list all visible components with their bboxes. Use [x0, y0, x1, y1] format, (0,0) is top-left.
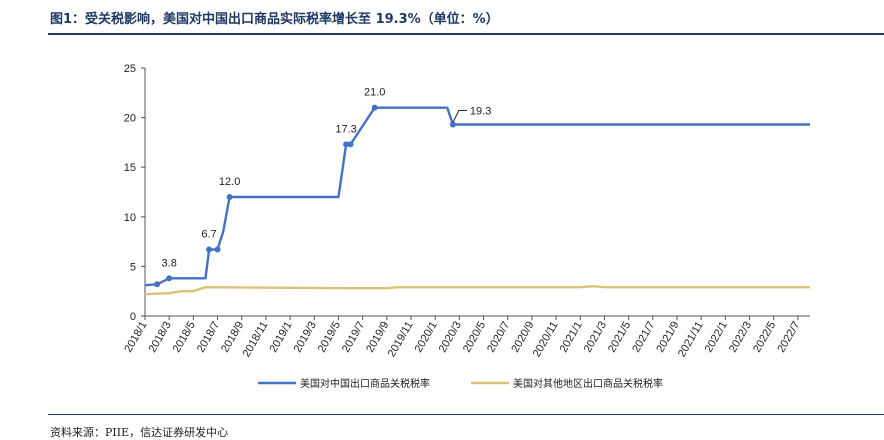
data-point-marker	[154, 281, 161, 288]
data-point-marker	[371, 104, 378, 111]
x-tick-label: 2019/7	[340, 320, 367, 355]
data-point-marker	[343, 141, 350, 148]
x-tick-label: 2021/7	[630, 320, 657, 355]
x-tick-label: 2020/5	[461, 319, 488, 354]
title-rule	[48, 33, 884, 35]
x-tick-label: 2021/1	[558, 320, 585, 355]
source-note: 资料来源：PIIE，信达证券研发中心	[50, 426, 229, 439]
y-tick-label: 15	[124, 162, 136, 174]
x-tick-label: 2018/5	[171, 320, 198, 355]
data-label: 3.8	[162, 257, 177, 269]
data-label: 6.7	[201, 229, 216, 241]
x-tick-label: 2022/5	[751, 320, 778, 355]
data-label: 17.3	[335, 123, 356, 135]
legend-label: 美国对其他地区出口商品关税税率	[513, 377, 663, 390]
x-tick-label: 2021/5	[606, 320, 633, 355]
series-other-line	[144, 285, 810, 296]
data-point-marker	[206, 246, 213, 253]
x-tick-label: 2020/3	[437, 320, 464, 355]
y-tick-label: 25	[124, 63, 136, 75]
legend-label: 美国对中国出口商品关税税率	[300, 377, 430, 390]
x-tick-label: 2022/1	[703, 320, 730, 355]
data-label: 21.0	[364, 87, 385, 99]
data-label: 19.3	[470, 106, 491, 118]
x-tick-label: 2022/7	[775, 320, 802, 355]
y-tick-label: 0	[130, 311, 136, 323]
data-point-marker	[226, 193, 233, 200]
x-tick-label: 2018/7	[195, 320, 222, 355]
y-tick-label: 10	[124, 212, 136, 224]
x-tick-label: 2019/1	[267, 320, 294, 355]
series-china-line	[144, 106, 810, 287]
y-tick-label: 5	[130, 261, 136, 273]
x-tick-label: 2018/1	[122, 320, 149, 355]
x-tick-label: 2020/1	[413, 320, 440, 355]
annotation-leader-line	[452, 110, 467, 123]
x-tick-label: 2022/3	[727, 320, 754, 355]
data-point-marker	[347, 141, 354, 148]
data-label: 12.0	[219, 176, 240, 188]
data-point-marker	[449, 121, 456, 128]
x-tick-label: 2019/3	[292, 320, 319, 355]
x-tick-label: 2020/7	[485, 320, 512, 355]
y-tick-label: 20	[124, 113, 136, 125]
chart-title: 图1：受关税影响，美国对中国出口商品实际税率增长至 19.3%（单位：%）	[50, 12, 499, 27]
data-point-marker	[166, 275, 173, 282]
data-point-marker	[214, 246, 221, 253]
footer-rule	[48, 414, 884, 415]
x-tick-label: 2018/3	[147, 320, 174, 355]
x-tick-label: 2019/5	[316, 320, 343, 355]
x-tick-label: 2021/3	[582, 320, 609, 355]
